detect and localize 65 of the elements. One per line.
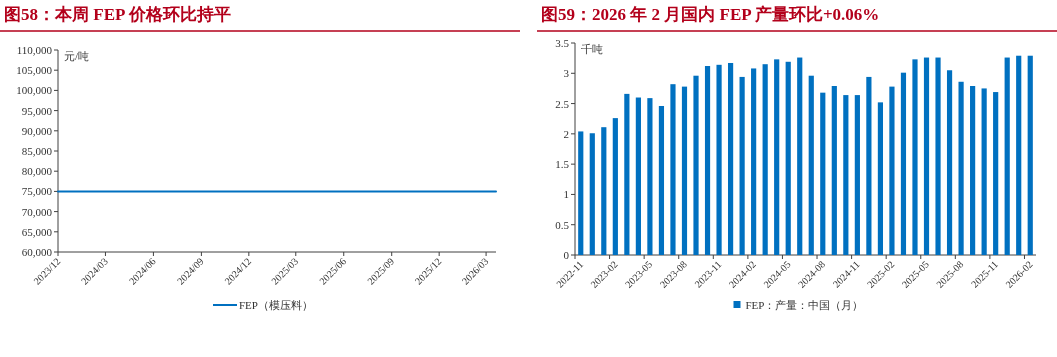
bar bbox=[808, 75, 814, 255]
bar bbox=[601, 127, 607, 255]
y-tick-label: 65,000 bbox=[21, 225, 53, 238]
bar bbox=[727, 62, 734, 255]
y-tick-label: 105,000 bbox=[16, 64, 53, 77]
bar bbox=[970, 86, 976, 255]
bar bbox=[797, 57, 803, 255]
bar bbox=[889, 86, 895, 255]
bar bbox=[681, 86, 688, 255]
bar bbox=[854, 95, 860, 255]
legend-label: FEP（模压料） bbox=[239, 299, 313, 311]
bar bbox=[877, 102, 884, 255]
bar bbox=[900, 72, 907, 255]
y-tick-label: 100,000 bbox=[16, 84, 53, 97]
y-tick-label: 3.5 bbox=[555, 37, 570, 49]
bar bbox=[647, 98, 653, 255]
bar bbox=[946, 70, 953, 255]
bar bbox=[624, 93, 630, 255]
y-tick-label: 70,000 bbox=[21, 205, 53, 218]
y-tick-label: 85,000 bbox=[21, 145, 53, 157]
y-tick-label: 0 bbox=[563, 249, 570, 261]
legend-label: FEP：产量：中国（月） bbox=[745, 299, 864, 311]
chart-title: 图58：本周 FEP 价格环比持平 bbox=[4, 5, 231, 24]
bar bbox=[993, 92, 999, 255]
y-tick-label: 80,000 bbox=[21, 165, 53, 178]
bar bbox=[704, 66, 711, 255]
y-tick-label: 2 bbox=[563, 127, 569, 140]
bar bbox=[751, 68, 757, 255]
bar bbox=[612, 118, 618, 255]
y-tick-label: 60,000 bbox=[21, 246, 53, 258]
bar bbox=[578, 131, 584, 255]
y-tick-label: 3 bbox=[563, 67, 570, 80]
bar bbox=[635, 97, 641, 255]
y-tick-label: 1 bbox=[563, 188, 569, 201]
y-axis-title: 元/吨 bbox=[64, 50, 90, 62]
bar bbox=[958, 81, 964, 255]
bar bbox=[716, 64, 722, 255]
bar bbox=[981, 88, 987, 255]
bar bbox=[935, 57, 941, 255]
bar bbox=[1027, 55, 1033, 255]
bar bbox=[831, 86, 837, 255]
bar bbox=[658, 105, 665, 255]
y-tick-label: 1.5 bbox=[555, 158, 570, 171]
bar bbox=[785, 61, 791, 255]
y-tick-label: 90,000 bbox=[21, 124, 53, 137]
bar bbox=[820, 92, 826, 255]
bar bbox=[693, 75, 699, 255]
y-tick-label: 95,000 bbox=[21, 104, 53, 117]
bar bbox=[866, 76, 872, 255]
chart-title: 图59：2026 年 2 月国内 FEP 产量环比+0.06% bbox=[541, 5, 880, 24]
bar bbox=[1016, 55, 1022, 255]
bar bbox=[774, 59, 780, 255]
bar bbox=[912, 59, 918, 255]
bar bbox=[923, 57, 930, 255]
bar bbox=[739, 76, 745, 255]
y-tick-label: 2.5 bbox=[555, 97, 570, 110]
bar bbox=[589, 133, 595, 255]
y-tick-label: 75,000 bbox=[21, 185, 53, 198]
bar bbox=[843, 95, 849, 255]
bar bbox=[762, 64, 768, 255]
bar bbox=[1004, 57, 1010, 255]
y-axis-title: 千吨 bbox=[581, 43, 603, 55]
y-tick-label: 110,000 bbox=[16, 44, 53, 56]
y-tick-label: 0.5 bbox=[555, 218, 570, 231]
bar bbox=[670, 84, 676, 255]
